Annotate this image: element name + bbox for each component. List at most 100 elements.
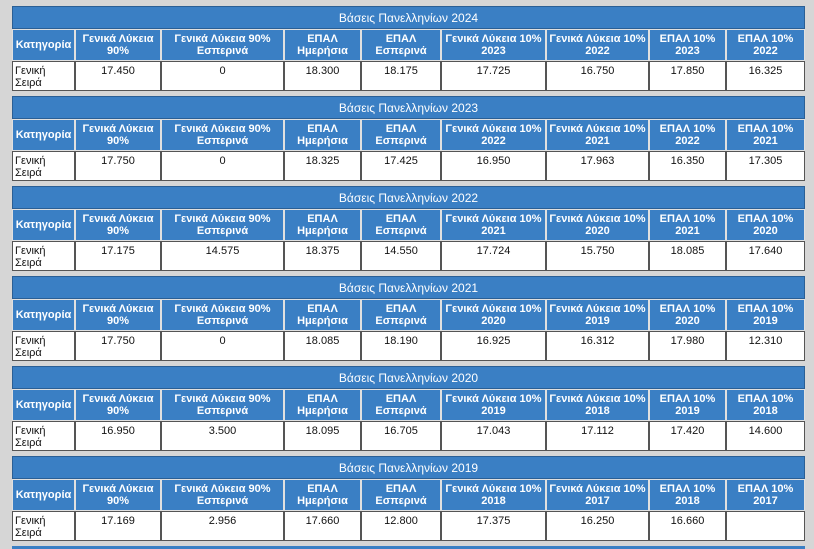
header-cell: ΕΠΑΛ Ημερήσια <box>284 209 361 241</box>
results-table: Βάσεις Πανελληνίων 2023 Κατηγορία Γενικά Λ… <box>12 96 805 181</box>
value-cell: 18.190 <box>361 331 441 361</box>
table-grid: Κατηγορία Γενικά Λύκεια 90% Γενικά Λύκεια … <box>12 389 805 451</box>
header-cell: Γενικά Λύκεια 10% 2023 <box>441 29 546 61</box>
value-cell: 16.705 <box>361 421 441 451</box>
table-title: Βάσεις Πανελληνίων 2021 <box>12 276 805 299</box>
header-cell: ΕΠΑΛ 10% 2021 <box>726 119 805 151</box>
header-cell: Γενικά Λύκεια 10% 2021 <box>441 209 546 241</box>
category-cell: Γενική Σειρά <box>12 331 75 361</box>
header-cell: Κατηγορία <box>12 479 75 511</box>
header-cell: ΕΠΑΛ Ημερήσια <box>284 479 361 511</box>
category-cell: Γενική Σειρά <box>12 421 75 451</box>
header-cell: Κατηγορία <box>12 389 75 421</box>
value-cell: 14.600 <box>726 421 805 451</box>
header-cell: Γενικά Λύκεια 90% Εσπερινά <box>161 299 284 331</box>
value-cell: 16.312 <box>546 331 649 361</box>
header-cell: Γενικά Λύκεια 10% 2019 <box>441 389 546 421</box>
value-cell: 0 <box>161 151 284 181</box>
header-cell: ΕΠΑΛ Εσπερινά <box>361 299 441 331</box>
header-cell: Γενικά Λύκεια 10% 2018 <box>546 389 649 421</box>
category-cell: Γενική Σειρά <box>12 61 75 91</box>
header-cell: Γενικά Λύκεια 10% 2020 <box>546 209 649 241</box>
table-grid: Κατηγορία Γενικά Λύκεια 90% Γενικά Λύκεια … <box>12 479 805 541</box>
value-cell: 18.300 <box>284 61 361 91</box>
header-cell: Κατηγορία <box>12 29 75 61</box>
header-cell: Κατηγορία <box>12 299 75 331</box>
header-cell: Γενικά Λύκεια 10% 2017 <box>546 479 649 511</box>
header-cell: ΕΠΑΛ Εσπερινά <box>361 119 441 151</box>
header-cell: ΕΠΑΛ 10% 2018 <box>649 479 726 511</box>
header-cell: Γενικά Λύκεια 90% Εσπερινά <box>161 479 284 511</box>
value-cell: 18.095 <box>284 421 361 451</box>
value-cell: 15.750 <box>546 241 649 271</box>
header-cell: Γενικά Λύκεια 90% <box>75 299 161 331</box>
value-cell: 17.750 <box>75 151 161 181</box>
value-cell: 17.963 <box>546 151 649 181</box>
value-cell: 17.043 <box>441 421 546 451</box>
value-cell: 18.325 <box>284 151 361 181</box>
header-cell: Γενικά Λύκεια 90% Εσπερινά <box>161 29 284 61</box>
value-cell: 16.325 <box>726 61 805 91</box>
value-cell: 16.925 <box>441 331 546 361</box>
header-cell: ΕΠΑΛ Εσπερινά <box>361 479 441 511</box>
header-cell: Γενικά Λύκεια 10% 2019 <box>546 299 649 331</box>
header-cell: ΕΠΑΛ 10% 2019 <box>649 389 726 421</box>
header-cell: Γενικά Λύκεια 10% 2018 <box>441 479 546 511</box>
header-cell: ΕΠΑΛ Εσπερινά <box>361 209 441 241</box>
header-cell: Κατηγορία <box>12 119 75 151</box>
value-cell: 18.175 <box>361 61 441 91</box>
category-cell: Γενική Σειρά <box>12 511 75 541</box>
table-grid: Κατηγορία Γενικά Λύκεια 90% Γενικά Λύκεια … <box>12 119 805 181</box>
value-cell: 17.850 <box>649 61 726 91</box>
value-cell: 17.425 <box>361 151 441 181</box>
value-cell: 17.750 <box>75 331 161 361</box>
next-table-edge <box>12 546 805 549</box>
header-cell: Κατηγορία <box>12 209 75 241</box>
results-table: Βάσεις Πανελληνίων 2021 Κατηγορία Γενικά Λ… <box>12 276 805 361</box>
empty-cell <box>726 511 805 541</box>
value-cell: 16.250 <box>546 511 649 541</box>
header-cell: Γενικά Λύκεια 10% 2020 <box>441 299 546 331</box>
header-cell: Γενικά Λύκεια 90% Εσπερινά <box>161 119 284 151</box>
value-cell: 16.750 <box>546 61 649 91</box>
value-cell: 18.375 <box>284 241 361 271</box>
value-cell: 16.950 <box>441 151 546 181</box>
value-cell: 12.800 <box>361 511 441 541</box>
header-cell: ΕΠΑΛ 10% 2021 <box>649 209 726 241</box>
value-cell: 17.724 <box>441 241 546 271</box>
table-grid: Κατηγορία Γενικά Λύκεια 90% Γενικά Λύκεια … <box>12 29 805 91</box>
value-cell: 18.085 <box>284 331 361 361</box>
results-table: Βάσεις Πανελληνίων 2020 Κατηγορία Γενικά Λ… <box>12 366 805 451</box>
header-cell: ΕΠΑΛ Εσπερινά <box>361 389 441 421</box>
table-grid: Κατηγορία Γενικά Λύκεια 90% Γενικά Λύκεια … <box>12 299 805 361</box>
header-cell: ΕΠΑΛ Εσπερινά <box>361 29 441 61</box>
value-cell: 17.980 <box>649 331 726 361</box>
value-cell: 17.112 <box>546 421 649 451</box>
category-cell: Γενική Σειρά <box>12 151 75 181</box>
header-cell: Γενικά Λύκεια 90% Εσπερινά <box>161 209 284 241</box>
value-cell: 17.660 <box>284 511 361 541</box>
value-cell: 17.420 <box>649 421 726 451</box>
header-cell: Γενικά Λύκεια 90% <box>75 479 161 511</box>
table-title: Βάσεις Πανελληνίων 2022 <box>12 186 805 209</box>
value-cell: 17.169 <box>75 511 161 541</box>
value-cell: 3.500 <box>161 421 284 451</box>
value-cell: 18.085 <box>649 241 726 271</box>
value-cell: 12.310 <box>726 331 805 361</box>
header-cell: ΕΠΑΛ 10% 2023 <box>649 29 726 61</box>
header-cell: ΕΠΑΛ 10% 2022 <box>726 29 805 61</box>
header-cell: ΕΠΑΛ 10% 2019 <box>726 299 805 331</box>
header-cell: ΕΠΑΛ 10% 2020 <box>649 299 726 331</box>
header-cell: Γενικά Λύκεια 10% 2022 <box>441 119 546 151</box>
results-table: Βάσεις Πανελληνίων 2022 Κατηγορία Γενικά Λ… <box>12 186 805 271</box>
value-cell: 17.305 <box>726 151 805 181</box>
header-cell: Γενικά Λύκεια 90% <box>75 209 161 241</box>
header-cell: Γενικά Λύκεια 10% 2021 <box>546 119 649 151</box>
table-title: Βάσεις Πανελληνίων 2019 <box>12 456 805 479</box>
table-title: Βάσεις Πανελληνίων 2023 <box>12 96 805 119</box>
header-cell: Γενικά Λύκεια 90% <box>75 119 161 151</box>
value-cell: 17.725 <box>441 61 546 91</box>
value-cell: 17.450 <box>75 61 161 91</box>
value-cell: 14.575 <box>161 241 284 271</box>
header-cell: ΕΠΑΛ Ημερήσια <box>284 299 361 331</box>
